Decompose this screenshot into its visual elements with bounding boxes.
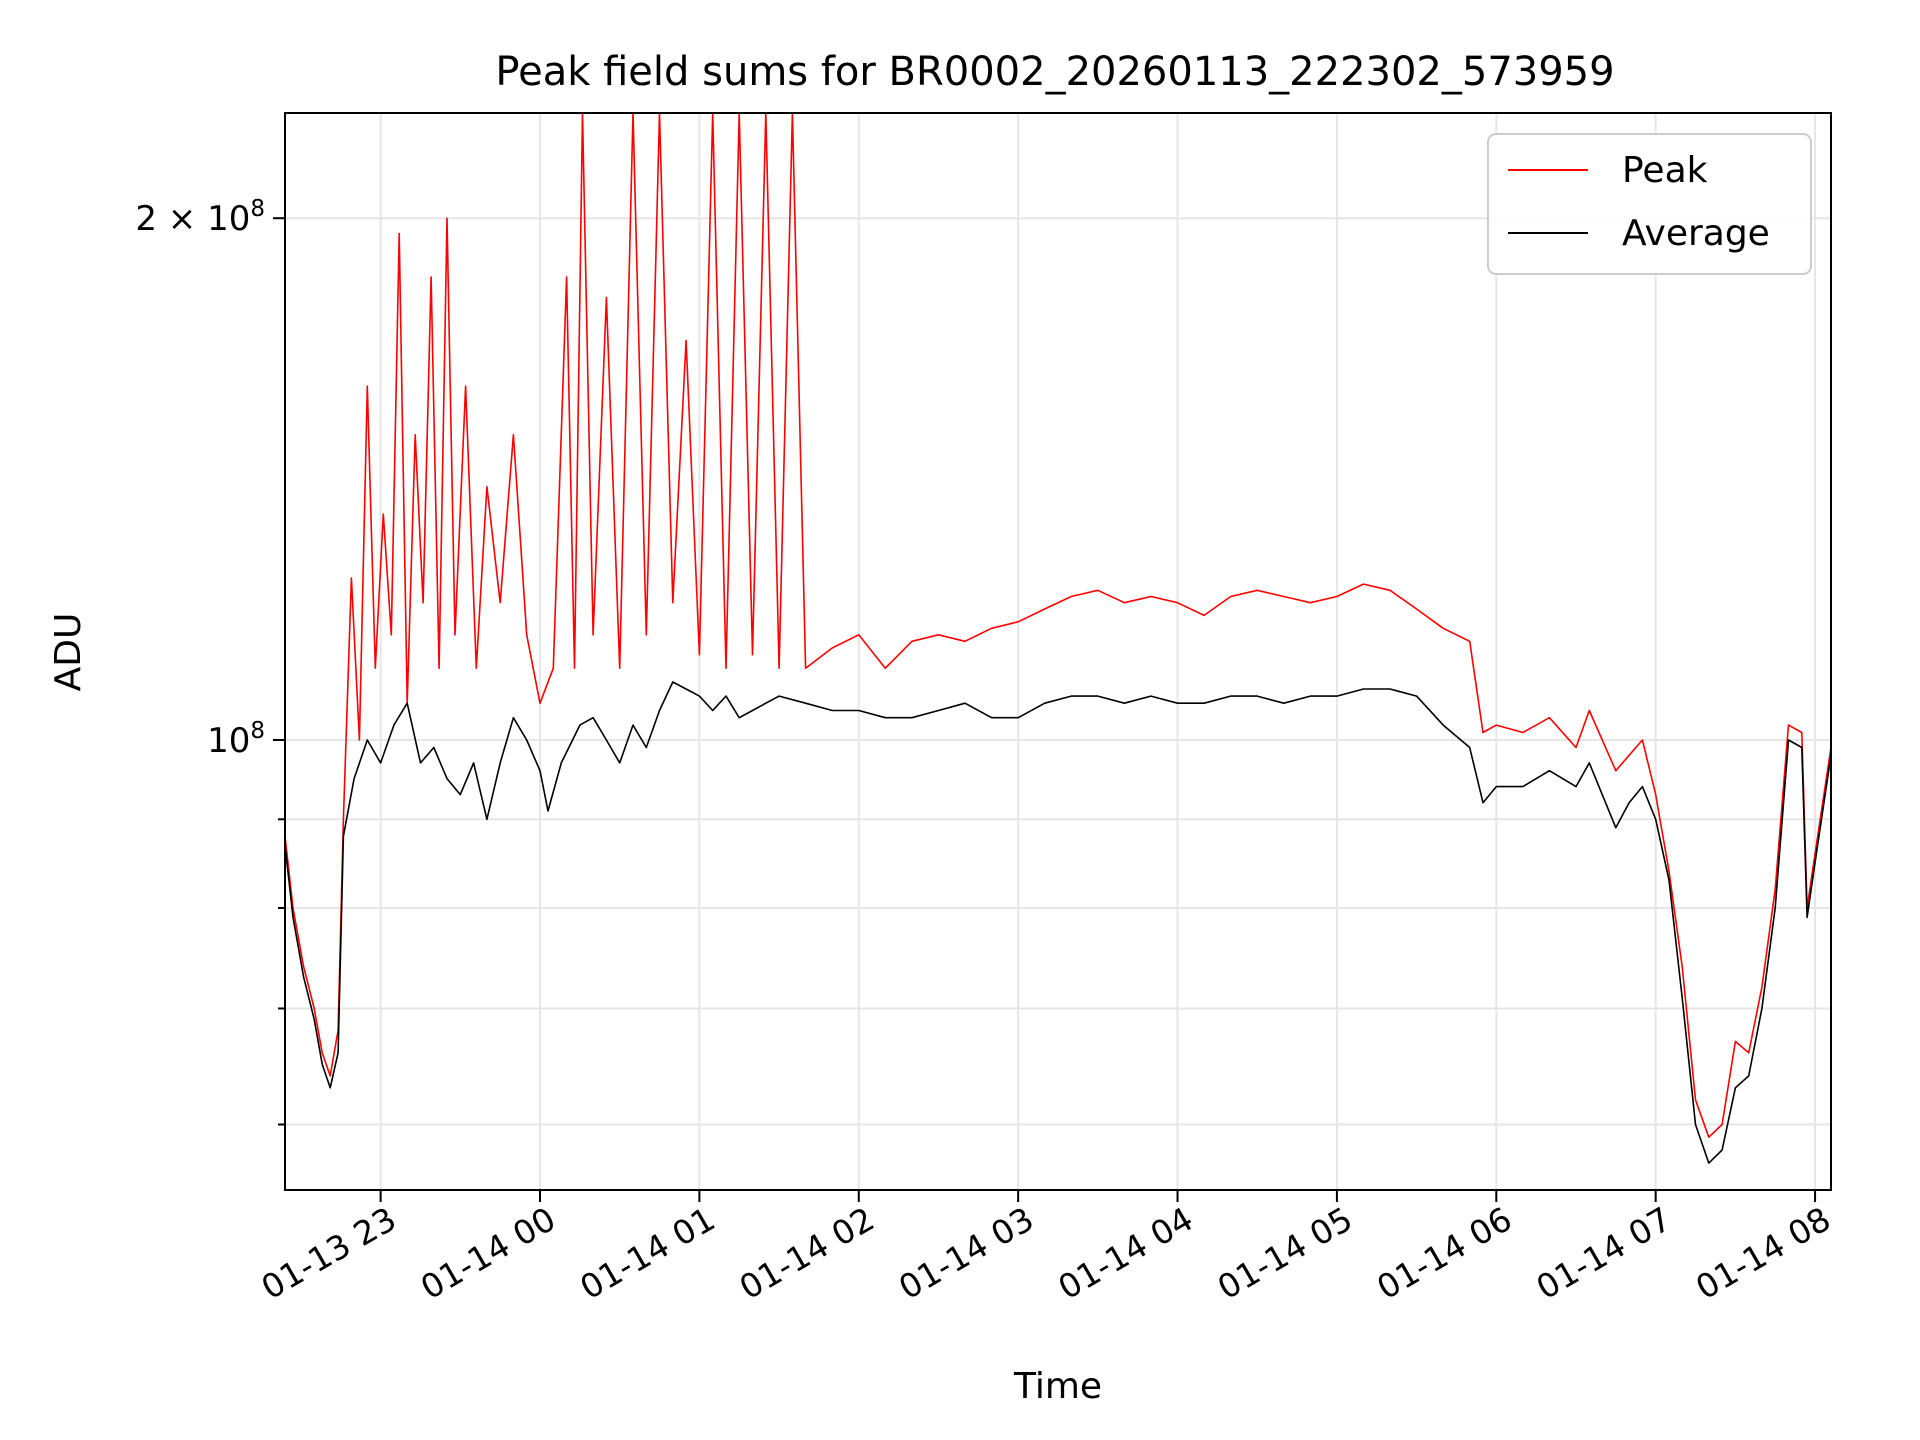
y-tick-base: 10: [207, 721, 250, 761]
legend-label-average: Average: [1622, 213, 1770, 254]
legend-label-peak: Peak: [1622, 150, 1708, 191]
y-axis-label: ADU: [48, 613, 89, 692]
y-tick-label: 108: [207, 718, 265, 761]
chart-title: Peak field sums for BR0002_20260113_2223…: [495, 49, 1614, 95]
legend: Peak Average: [1487, 133, 1812, 275]
series-line-peak: [285, 113, 1831, 1138]
y-tick-mantissa: 2: [135, 199, 157, 239]
series-layer: [285, 113, 1831, 1164]
y-tick-exponent: 8: [250, 718, 265, 744]
series-line-average: [285, 681, 1831, 1164]
y-tick-label: 2 × 108: [135, 196, 265, 239]
x-axis-label: Time: [1013, 1366, 1102, 1407]
plot-frame: [284, 112, 1832, 1191]
y-tick-exponent: 8: [250, 196, 265, 222]
grid: [285, 113, 1831, 1190]
y-tick-times: × 10: [157, 199, 250, 239]
